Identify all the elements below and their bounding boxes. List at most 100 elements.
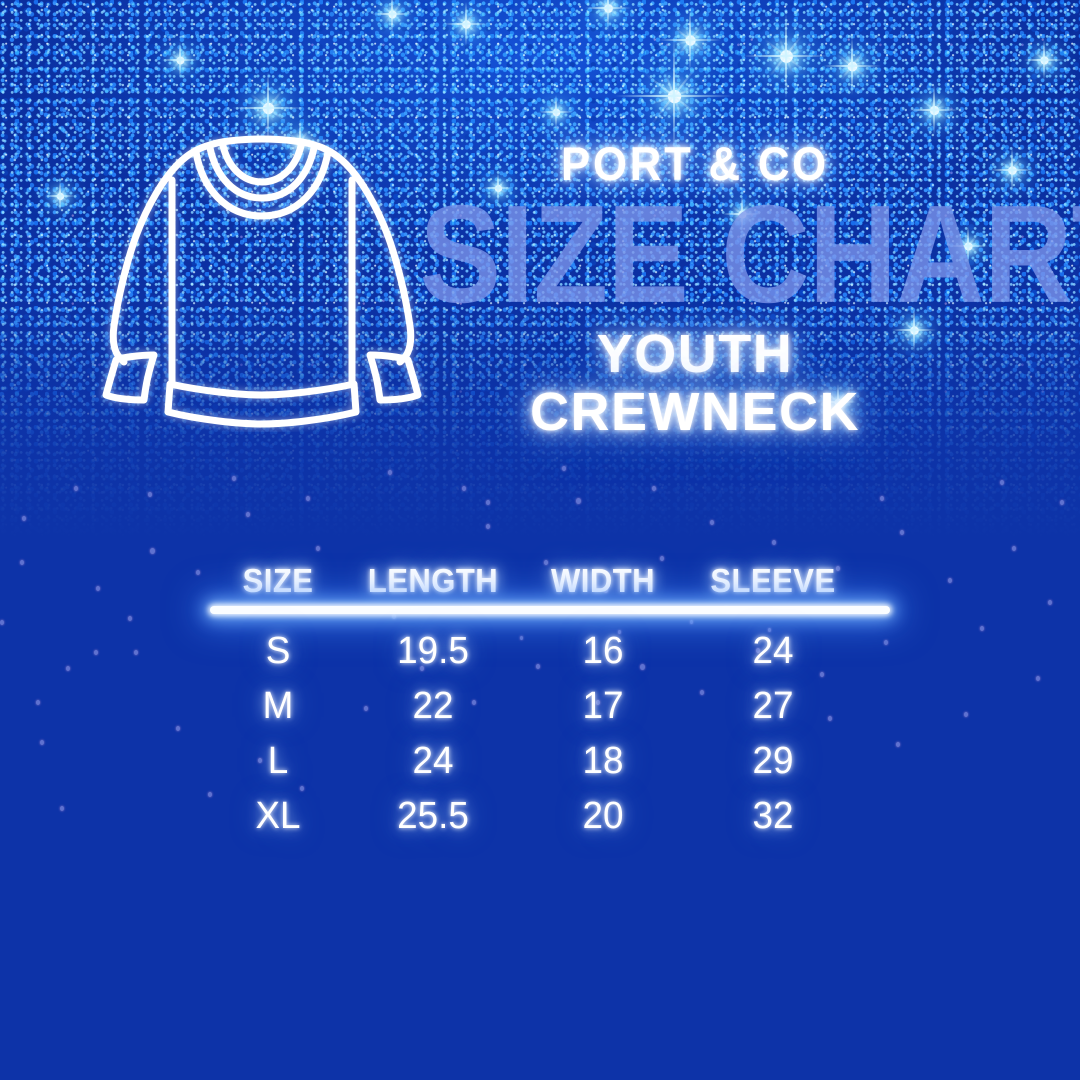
confetti-dot [660,556,664,561]
page-title: SIZE CHART [419,176,1080,333]
confetti-dot [392,614,396,619]
confetti-dot [896,742,900,747]
confetti-dot [258,758,262,763]
confetti-dot [640,664,645,670]
confetti-dot [486,500,490,505]
cell-sleeve: 27 [752,685,794,727]
confetti-dot [96,586,100,591]
confetti-dot [520,636,523,640]
confetti-dot [828,716,832,721]
cell-size: XL [255,795,301,837]
confetti-dot [884,640,888,645]
column-header-length: LENGTH [367,562,499,599]
confetti-dot [196,570,200,575]
confetti-dot [1012,546,1016,551]
crewneck-sweatshirt-icon [92,112,432,432]
confetti-dot [148,492,152,497]
confetti-dot [388,470,392,475]
confetti-dot [150,548,155,554]
cell-length: 24 [412,740,454,782]
confetti-dot [40,740,44,745]
confetti-dot [772,540,776,545]
confetti-dot [1060,500,1064,505]
confetti-dot [246,512,250,517]
confetti-dot [768,628,771,632]
confetti-dot [544,560,548,565]
cell-sleeve: 24 [752,630,794,672]
confetti-dot [94,650,98,655]
table-row: L 24 18 29 [208,740,890,783]
confetti-dot [36,700,40,705]
confetti-dot [880,496,884,501]
table-row: S 19.5 16 24 [208,630,890,673]
confetti-dot [74,486,78,491]
confetti-dot [948,578,952,583]
confetti-dot [562,466,566,471]
cell-size: L [267,740,289,782]
confetti-dot [576,498,581,504]
column-header-sleeve: SLEEVE [710,562,836,599]
confetti-dot [836,566,840,571]
cell-sleeve: 32 [752,795,794,837]
confetti-dot [462,486,466,491]
cell-width: 17 [582,685,624,727]
confetti-dot [618,630,621,634]
confetti-dot [652,486,656,491]
confetti-dot [980,626,984,631]
subtitle-line-1: YOUTH [596,323,794,384]
cell-width: 20 [582,795,624,837]
confetti-dot [208,792,212,797]
confetti-dot [1000,480,1004,485]
confetti-dot [700,690,704,695]
cell-length: 22 [412,685,454,727]
confetti-dot [176,726,180,731]
cell-width: 16 [582,630,624,672]
confetti-dot [316,546,320,551]
brand-name: PORT & CO [561,137,829,190]
confetti-dot [22,516,26,521]
title-block: PORT & CO SIZE CHART YOUTH CREWNECK [419,137,1080,442]
cell-width: 18 [582,740,624,782]
confetti-dot [756,648,760,653]
cell-length: 19.5 [397,630,469,672]
table-row: M 22 17 27 [208,685,890,728]
cell-length: 25.5 [397,795,469,837]
cell-size: M [262,685,294,727]
size-chart-table: SIZE LENGTH WIDTH SLEEVE S 19.5 16 24 M 22 17 2… [208,562,890,838]
confetti-dot [710,520,714,525]
cell-size: S [265,630,291,672]
confetti-dot [690,620,693,624]
confetti-dot [20,560,24,565]
confetti-dot [964,712,968,717]
confetti-dot [364,706,368,711]
glitter-background [0,0,1080,560]
confetti-dot [596,700,600,705]
column-header-size: SIZE [242,562,314,599]
confetti-dot [420,666,424,671]
confetti-dot [306,496,310,501]
glitter-fade-overlay [0,0,1080,560]
table-row: XL 25.5 20 32 [208,795,890,838]
confetti-dot [486,524,490,529]
confetti-dot [1048,600,1052,605]
confetti-dot [300,786,304,791]
table-header-row: SIZE LENGTH WIDTH SLEEVE [208,562,890,600]
confetti-dot [66,666,70,671]
confetti-particles [0,466,1064,811]
header-divider-line [210,606,890,614]
confetti-dot [232,476,236,481]
confetti-dot [900,530,904,535]
cell-sleeve: 29 [752,740,794,782]
confetti-dot [60,806,64,811]
confetti-dot [820,672,824,677]
subtitle-line-2: CREWNECK [530,381,860,442]
confetti-dot [1036,676,1040,681]
confetti-dot [0,620,4,625]
confetti-dot [128,616,132,621]
confetti-dot [536,664,540,669]
confetti-dot [472,700,476,705]
confetti-dot [134,650,138,655]
confetti-dot [604,588,608,593]
column-header-width: WIDTH [550,562,655,599]
